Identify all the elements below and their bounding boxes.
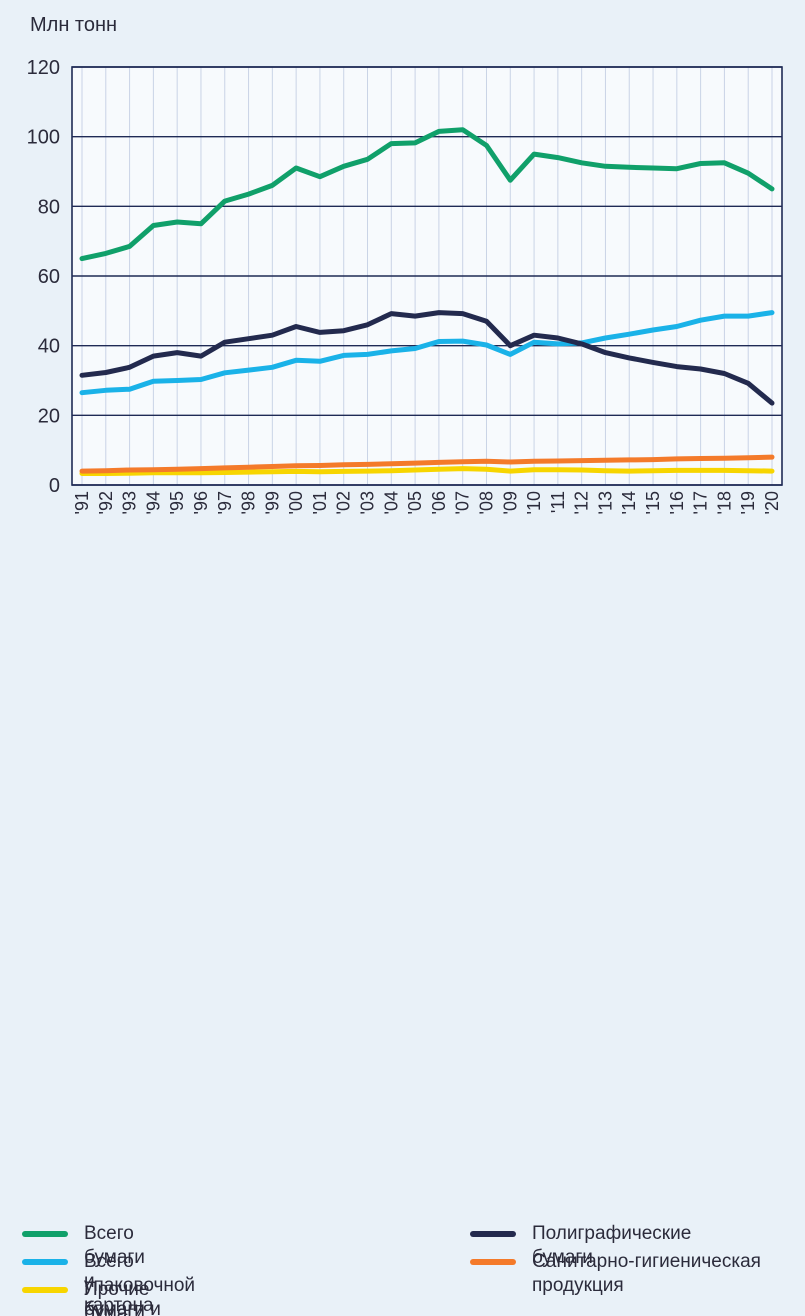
series-lines xyxy=(79,127,775,476)
x-tick-label: '04 xyxy=(381,491,401,514)
legend-item-sanitary: Санитарно-гигиеническая продукция xyxy=(470,1250,792,1298)
chart: Млн тонн 0 20 40 60 80 100 120 '91'92'93'94'95… xyxy=(22,14,783,1316)
x-tick-label: '00 xyxy=(286,491,306,514)
x-tick-label: '99 xyxy=(262,491,282,514)
x-tick-label: '18 xyxy=(714,491,734,514)
x-tick-label: '20 xyxy=(762,491,782,514)
x-tick-labels: '91'92'93'94'95'96'97'98'99'00'01'02'03 '… xyxy=(72,491,782,514)
x-tick-label: '95 xyxy=(167,491,187,514)
x-tick-label: '97 xyxy=(215,491,235,514)
y-tick-label: 60 xyxy=(38,266,60,288)
x-tick-label: '19 xyxy=(738,491,758,514)
legend-label: Прочие бумаги и картоны xyxy=(84,1279,150,1316)
series-line xyxy=(79,127,775,262)
x-tick-label: '17 xyxy=(691,491,711,514)
y-tick-label: 120 xyxy=(27,57,60,79)
x-tick-label: '94 xyxy=(143,491,163,514)
legend-swatch xyxy=(22,1287,68,1293)
x-tick-label: '08 xyxy=(476,491,496,514)
legend-item-other: Прочие бумаги и картоны xyxy=(22,1278,157,1316)
x-tick-label: '05 xyxy=(405,491,425,514)
x-tick-label: '07 xyxy=(453,491,473,514)
y-tick-labels: 0 20 40 60 80 100 120 xyxy=(27,57,60,497)
x-tick-label: '03 xyxy=(358,491,378,514)
x-tick-label: '14 xyxy=(619,491,639,514)
plot-frame xyxy=(71,66,783,486)
x-tick-label: '92 xyxy=(96,491,116,514)
plot-border xyxy=(71,66,783,486)
x-tick-label: '10 xyxy=(524,491,544,514)
legend-swatch xyxy=(470,1259,516,1265)
legend-swatch xyxy=(22,1231,68,1237)
x-tick-label: '09 xyxy=(500,491,520,514)
x-tick-label: '16 xyxy=(667,491,687,514)
y-tick-label: 100 xyxy=(27,127,60,149)
series-line xyxy=(79,466,775,476)
x-tick-label: '96 xyxy=(191,491,211,514)
x-tick-label: '93 xyxy=(120,491,140,514)
series-line xyxy=(79,310,775,396)
x-tick-label: '15 xyxy=(643,491,663,514)
x-tick-label: '02 xyxy=(334,491,354,514)
y-tick-label: 40 xyxy=(38,336,60,358)
gridlines xyxy=(72,66,782,486)
x-tick-label: '01 xyxy=(310,491,330,514)
legend-label: Санитарно-гигиеническая продукция xyxy=(532,1251,761,1296)
x-tick-label: '12 xyxy=(572,491,592,514)
x-tick-label: '91 xyxy=(72,491,92,514)
x-tick-label: '06 xyxy=(429,491,449,514)
legend-swatch xyxy=(470,1231,516,1237)
y-tick-label: 20 xyxy=(38,405,60,427)
y-axis-label: Млн тонн xyxy=(30,14,117,36)
series-line xyxy=(79,454,775,474)
line-chart: Млн тонн 0 20 40 60 80 100 120 '91'92'93'94'95… xyxy=(27,14,783,514)
y-tick-label: 80 xyxy=(38,196,60,218)
legend-swatch xyxy=(22,1259,68,1265)
x-tick-label: '11 xyxy=(548,491,568,513)
x-tick-label: '98 xyxy=(239,491,259,514)
y-tick-label: 0 xyxy=(49,475,60,497)
series-line xyxy=(79,310,775,406)
x-tick-label: '13 xyxy=(595,491,615,514)
